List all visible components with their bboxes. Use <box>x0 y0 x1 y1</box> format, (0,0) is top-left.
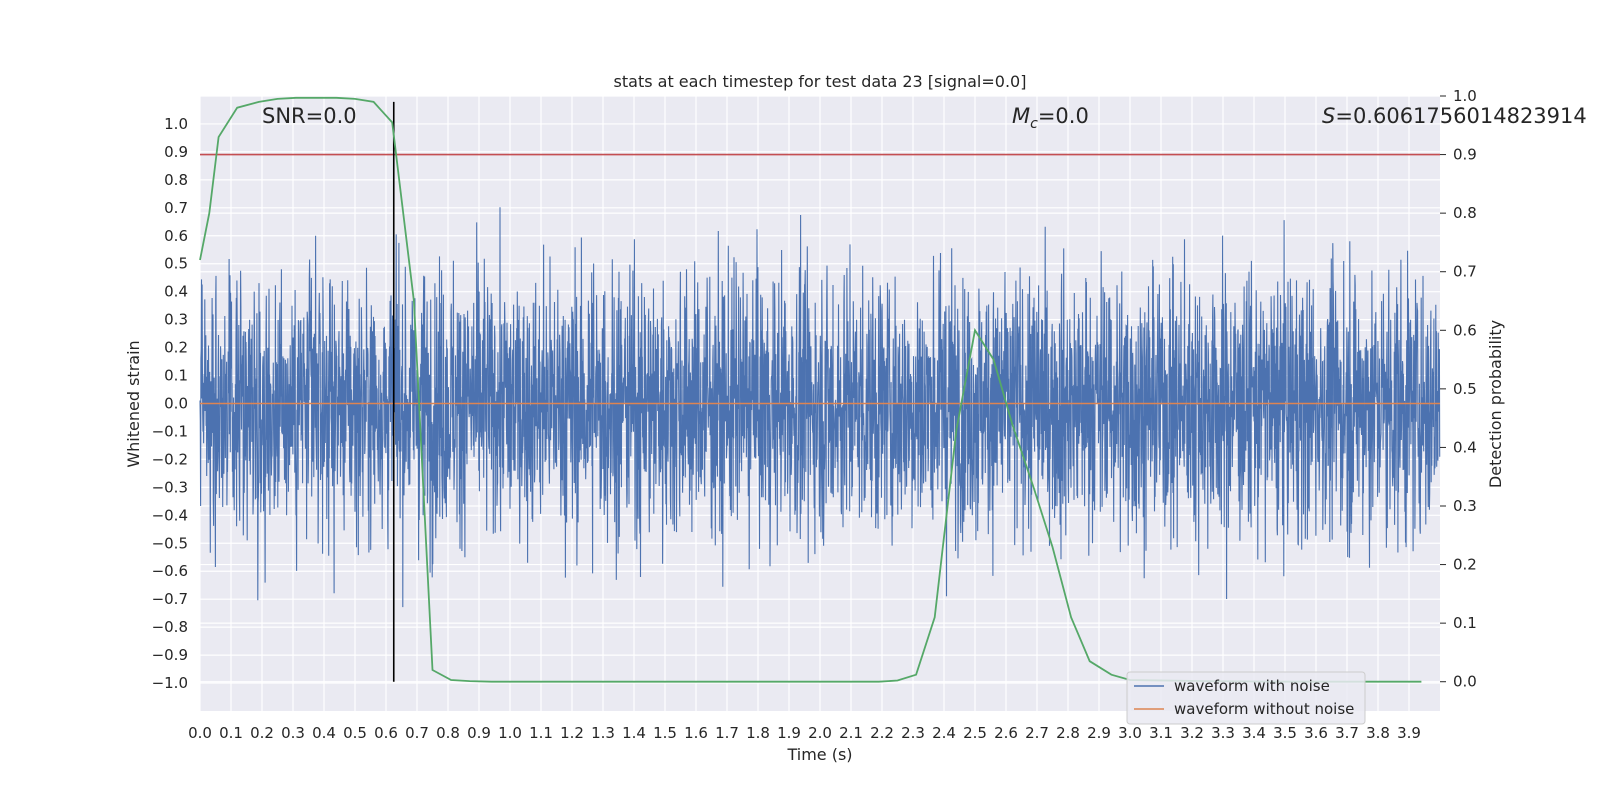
x-tick-label: 0.9 <box>467 724 491 742</box>
x-tick-label: 1.4 <box>622 724 646 742</box>
y-tick-label: 0.3 <box>164 311 188 329</box>
x-tick-label: 1.0 <box>498 724 522 742</box>
y-tick-label: −0.8 <box>152 618 188 636</box>
y-tick-label: −1.0 <box>152 674 188 692</box>
y-tick-label: −0.5 <box>152 534 188 552</box>
x-tick-label: 3.1 <box>1149 724 1173 742</box>
series-detection-probability <box>199 96 1422 683</box>
x-tick-label: 1.6 <box>684 724 708 742</box>
y-right-tick-label: 0.8 <box>1453 204 1477 222</box>
y-tick-label: 0.1 <box>164 367 188 385</box>
x-tick-label: 0.2 <box>250 724 274 742</box>
x-axis-ticks: 0.0 0.1 0.2 0.3 0.4 0.5 0.6 0.7 0.8 0.9 1.0 1.1 1.2 1… <box>188 724 1421 742</box>
series-waveform-with-noise <box>199 207 1441 608</box>
x-tick-label: 3.2 <box>1180 724 1204 742</box>
y-tick-label: 0.7 <box>164 199 188 217</box>
y-right-tick-label: 0.9 <box>1453 146 1477 164</box>
y-right-axis-label: Detection probability <box>1486 320 1505 488</box>
x-tick-label: 0.7 <box>405 724 429 742</box>
y-tick-label: 0.4 <box>164 283 188 301</box>
x-tick-label: 2.3 <box>901 724 925 742</box>
x-tick-label: 0.3 <box>281 724 305 742</box>
legend-box <box>1126 671 1366 725</box>
x-tick-label: 0.8 <box>436 724 460 742</box>
y-tick-label: −0.1 <box>152 422 188 440</box>
x-tick-label: 0.1 <box>219 724 243 742</box>
x-tick-label: 3.5 <box>1273 724 1297 742</box>
x-tick-label: 1.3 <box>591 724 615 742</box>
x-tick-label: 1.9 <box>777 724 801 742</box>
legend: waveform with noise waveform without noi… <box>1126 671 1366 725</box>
x-tick-label: 1.8 <box>746 724 770 742</box>
x-axis-label: Time (s) <box>786 745 852 764</box>
y-right-tick-label: 1.0 <box>1453 87 1477 105</box>
y-right-tick-label: 0.6 <box>1453 321 1477 339</box>
chirp-mass-symbol: M <box>1012 104 1030 128</box>
x-tick-label: 2.7 <box>1025 724 1049 742</box>
snr-annotation: SNR=0.0 <box>262 104 357 128</box>
x-tick-label: 2.0 <box>808 724 832 742</box>
x-tick-label: 0.6 <box>374 724 398 742</box>
y-right-tick-label: 0.3 <box>1453 497 1477 515</box>
y-tick-label: 0.0 <box>164 395 188 413</box>
x-tick-label: 1.1 <box>529 724 553 742</box>
y-right-tick-label: 0.0 <box>1453 673 1477 691</box>
y-tick-label: −0.7 <box>152 590 188 608</box>
y-right-tick-label: 0.4 <box>1453 438 1477 456</box>
x-tick-label: 2.9 <box>1087 724 1111 742</box>
x-tick-label: 1.7 <box>715 724 739 742</box>
x-tick-label: 1.2 <box>560 724 584 742</box>
chart-title: stats at each timestep for test data 23 … <box>614 72 1027 91</box>
x-tick-label: 3.9 <box>1397 724 1421 742</box>
s-annotation: S=0.6061756014823914 <box>1322 104 1587 128</box>
y-right-tick-label: 0.2 <box>1453 556 1477 574</box>
y-axis-ticks: 1.0 0.9 0.8 0.7 0.6 0.5 0.4 0.3 0.2 0.1 0.0 −0.1 −0.… <box>152 115 188 692</box>
y-tick-label: −0.6 <box>152 562 188 580</box>
chirp-mass-annotation: Mc=0.0 <box>1012 104 1089 132</box>
y-tick-label: −0.4 <box>152 506 188 524</box>
s-symbol: S <box>1322 104 1335 128</box>
y-right-axis-ticks: 1.0 0.9 0.8 0.7 0.6 0.5 0.4 0.3 0.2 0.1 0.0 <box>1440 87 1477 691</box>
x-tick-label: 3.6 <box>1304 724 1328 742</box>
x-tick-label: 3.0 <box>1118 724 1142 742</box>
x-tick-label: 2.2 <box>870 724 894 742</box>
x-tick-label: 3.8 <box>1366 724 1390 742</box>
y-right-tick-label: 0.5 <box>1453 380 1477 398</box>
x-tick-label: 0.5 <box>343 724 367 742</box>
y-tick-label: −0.9 <box>152 646 188 664</box>
x-tick-label: 2.6 <box>994 724 1018 742</box>
x-tick-label: 2.1 <box>839 724 863 742</box>
y-axis-label: Whitened strain <box>124 340 143 467</box>
y-tick-label: 1.0 <box>164 115 188 133</box>
y-tick-label: −0.3 <box>152 478 188 496</box>
y-tick-label: 0.9 <box>164 143 188 161</box>
x-tick-label: 0.0 <box>188 724 212 742</box>
chirp-mass-subscript: c <box>1030 116 1038 132</box>
x-tick-label: 2.8 <box>1056 724 1080 742</box>
legend-label-noise: waveform with noise <box>1174 677 1330 695</box>
x-tick-label: 0.4 <box>312 724 336 742</box>
x-tick-label: 2.4 <box>932 724 956 742</box>
y-tick-label: −0.2 <box>152 450 188 468</box>
y-tick-label: 0.8 <box>164 171 188 189</box>
y-right-tick-label: 0.1 <box>1453 614 1477 632</box>
x-tick-label: 3.7 <box>1335 724 1359 742</box>
legend-label-clean: waveform without noise <box>1174 700 1354 718</box>
x-tick-label: 1.5 <box>653 724 677 742</box>
y-tick-label: 0.2 <box>164 339 188 357</box>
s-value: =0.6061756014823914 <box>1335 104 1586 128</box>
chirp-mass-value: =0.0 <box>1038 104 1089 128</box>
y-tick-label: 0.5 <box>164 255 188 273</box>
x-tick-label: 3.3 <box>1211 724 1235 742</box>
x-tick-label: 3.4 <box>1242 724 1266 742</box>
x-tick-label: 2.5 <box>963 724 987 742</box>
y-right-tick-label: 0.7 <box>1453 263 1477 281</box>
y-tick-label: 0.6 <box>164 227 188 245</box>
noise-waveform-path <box>199 207 1441 608</box>
